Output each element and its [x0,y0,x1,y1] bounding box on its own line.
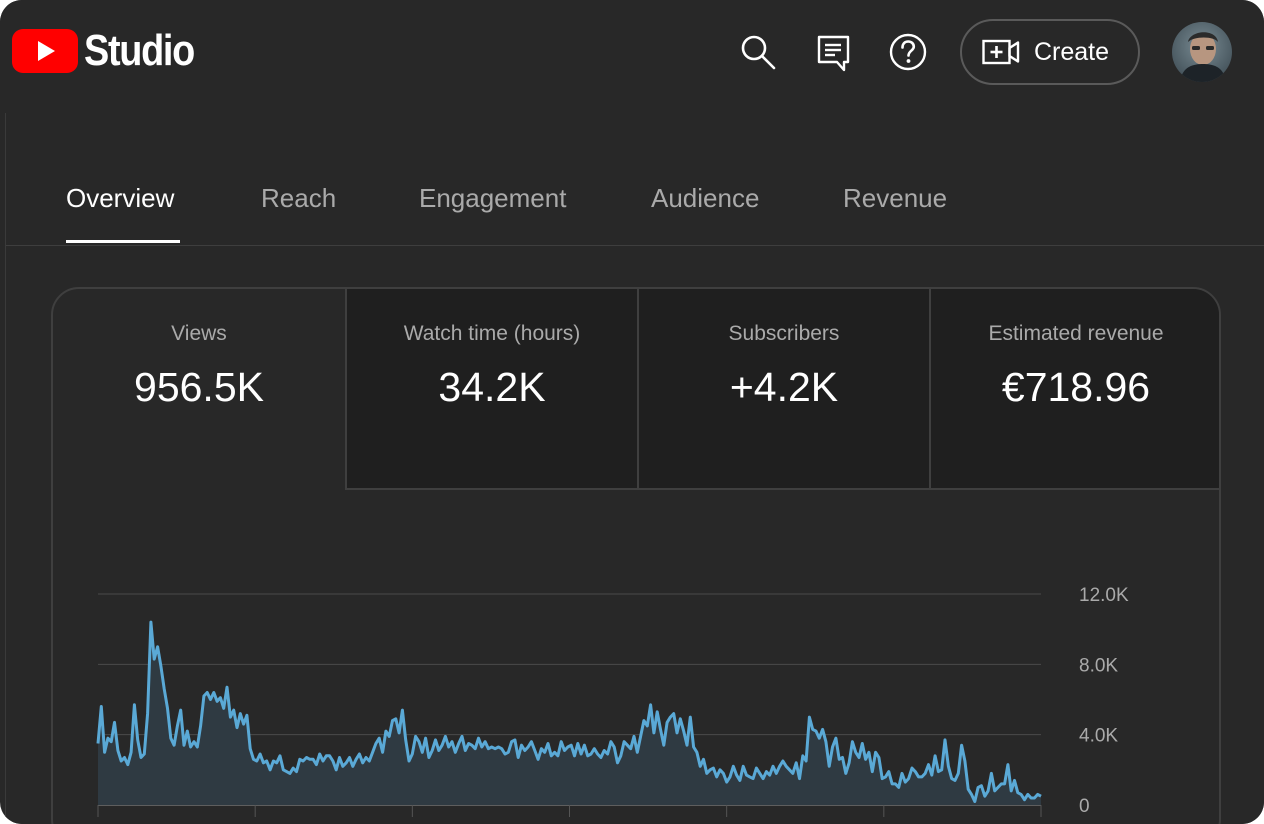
metric-label: Subscribers [728,322,840,345]
metric-watch-time[interactable]: Watch time (hours) 34.2K [345,289,637,490]
app-name: Studio [84,26,195,75]
feedback-icon [817,35,850,72]
active-tab-indicator [66,240,180,243]
avatar-image [1172,22,1232,82]
metric-value: 956.5K [134,364,264,410]
create-button-label: Create [1034,37,1110,66]
y-tick-label: 12.0K [1079,585,1129,606]
youtube-logo-icon [12,29,78,73]
views-area-fill [98,622,1041,805]
metric-label: Watch time (hours) [403,322,581,345]
search-button[interactable] [736,30,780,74]
create-button[interactable]: Create [960,19,1140,85]
top-bar: Studio [0,0,1264,113]
search-icon [741,35,776,70]
metric-subscribers[interactable]: Subscribers +4.2K [637,289,929,490]
views-chart: 12.0K 8.0K 4.0K 0 [96,585,1129,817]
tab-overview[interactable]: Overview [66,183,175,213]
tab-engagement[interactable]: Engagement [419,183,567,213]
metric-value: +4.2K [729,364,839,410]
tab-revenue[interactable]: Revenue [843,183,948,213]
metric-views[interactable]: Views 956.5K [53,289,345,490]
metric-value: 34.2K [438,364,546,410]
y-tick-label: 0 [1079,796,1090,817]
y-tick-label: 8.0K [1079,655,1118,676]
help-button[interactable] [886,30,930,74]
y-tick-label: 4.0K [1079,726,1118,747]
metric-estimated-revenue[interactable]: Estimated revenue €718.96 [929,289,1219,490]
tab-audience[interactable]: Audience [651,183,760,213]
account-avatar[interactable] [1172,22,1232,82]
metric-label: Views [171,322,227,345]
main-content: Overview Reach Engagement Audience Reven… [5,113,1264,824]
views-series-line [96,620,1042,803]
analytics-tabs: Overview Reach Engagement Audience Reven… [6,113,1264,246]
create-video-icon [982,39,1020,65]
metric-value: €718.96 [1001,364,1151,410]
metrics-card: Views 956.5K Watch time (hours) 34.2K Su… [51,287,1221,824]
studio-logo[interactable]: Studio [12,26,212,76]
help-icon [889,33,927,71]
feedback-button[interactable] [811,30,855,74]
metric-label: Estimated revenue [988,322,1164,345]
tab-reach[interactable]: Reach [261,183,337,213]
